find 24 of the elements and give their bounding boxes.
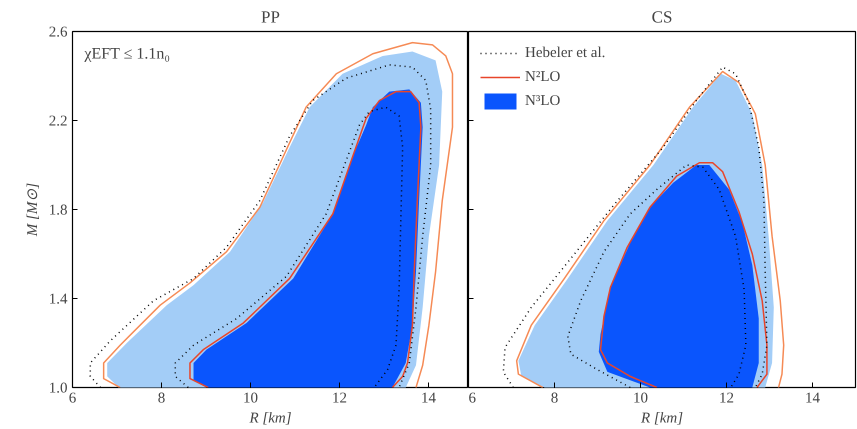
x-tick-label: 6 <box>68 390 77 406</box>
x-tick-label: 8 <box>158 390 166 406</box>
x-tick-label: 10 <box>242 390 258 406</box>
x-axis-title: R [km] <box>248 410 292 426</box>
y-tick-label: 1.8 <box>48 202 68 218</box>
legend-label: N³LO <box>525 92 560 110</box>
y-axis-title: M [M⊙] <box>24 182 41 238</box>
x-tick-label: 12 <box>719 390 734 406</box>
legend-label: Hebeler et al. <box>525 44 606 62</box>
y-tick-label: 2.2 <box>48 114 68 130</box>
y-tick-label: 2.6 <box>48 24 68 40</box>
x-tick-label: 12 <box>332 390 347 406</box>
x-tick-label: 8 <box>550 390 558 406</box>
chart-title: CS <box>652 8 672 26</box>
annotation: χEFT ≤ 1.1n₀ <box>83 46 170 63</box>
chart-title: PP <box>261 8 280 26</box>
legend-label: N²LO <box>525 68 560 86</box>
x-tick-label: 10 <box>633 390 648 406</box>
x-tick-label: 14 <box>420 390 436 406</box>
x-tick-label: 6 <box>468 390 476 406</box>
x-tick-label: 14 <box>805 390 820 406</box>
y-tick-label: 1.4 <box>48 292 68 308</box>
x-axis-title: R [km] <box>640 410 684 426</box>
y-tick-label: 1.0 <box>48 380 68 396</box>
